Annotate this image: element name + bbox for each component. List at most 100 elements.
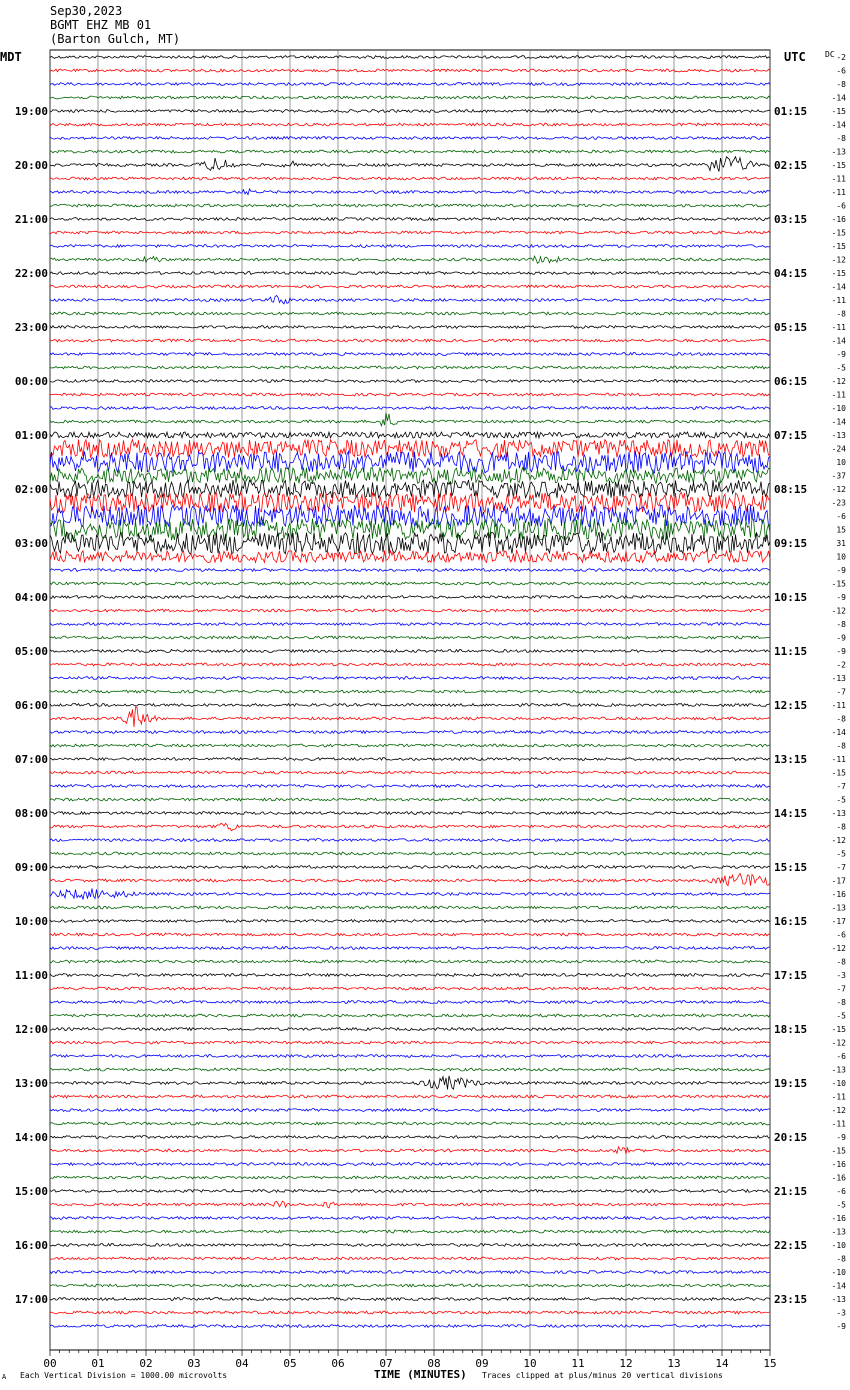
x-tick-label: 04 [235,1357,249,1370]
dc-offset-value: -6 [836,67,846,76]
dc-offset-value: -6 [836,931,846,940]
dc-offset-value: -2 [836,661,846,670]
axis-labels: 00 01 02 03 04 05 06 07 08 09 10 11 12 13 14 15 -2 -6 -8 -1… [15,53,846,1370]
dc-offset-value: -15 [832,242,847,251]
trace-line [49,243,771,249]
hour-label-local: 01:00 [15,429,48,442]
trace-line [49,872,771,887]
trace-line [49,548,771,564]
hour-label-local: 16:00 [15,1239,48,1252]
dc-offset-value: -11 [832,175,847,184]
dc-offset-value: -17 [832,917,847,926]
dc-offset-value: -12 [832,256,847,265]
dc-offset-value: 15 [836,526,846,535]
dc-offset-value: -7 [836,688,846,697]
trace-line [49,770,771,775]
trace-line [49,945,770,951]
trace-line [49,918,771,924]
trace-line [49,108,770,114]
trace-line [49,1215,771,1221]
dc-offset-value: -15 [832,580,847,589]
trace-line [49,797,771,802]
trace-line [49,1175,771,1180]
dc-offset-value: -11 [832,323,847,332]
trace-line [49,311,771,316]
trace-line [49,466,771,486]
trace-line [49,581,771,586]
dc-offset-value: -8 [836,620,846,629]
trace-line [49,365,771,370]
trace-line [49,810,771,816]
dc-offset-value: -7 [836,863,846,872]
dc-offset-value: -10 [832,1268,847,1277]
trace-line [49,1075,771,1090]
x-tick-label: 12 [619,1357,632,1370]
trace-line [49,648,771,654]
hour-label-local: 04:00 [15,591,48,604]
trace-line [50,822,771,832]
hour-label-local: 03:00 [15,537,48,550]
dc-offset-value: -6 [836,512,846,521]
dc-offset-value: -12 [832,836,847,845]
dc-offset-value: -12 [832,607,847,616]
hour-label-utc: 19:15 [774,1077,807,1090]
x-tick-label: 01 [91,1357,104,1370]
station-location: (Barton Gulch, MT) [50,32,181,46]
dc-offset-value: -9 [836,634,846,643]
trace-line [49,149,771,154]
seismic-traces [49,54,771,1329]
hour-label-utc: 16:15 [774,915,807,928]
trace-line [49,392,771,397]
hour-label-utc: 09:15 [774,537,807,550]
dc-offset-value: -5 [836,850,846,859]
clip-note: Traces clipped at plus/minus 20 vertical… [482,1371,723,1380]
dc-offset-value: -14 [832,337,847,346]
hour-label-utc: 01:15 [774,105,807,118]
trace-line [49,1310,771,1315]
x-tick-label: 08 [427,1357,440,1370]
dc-offset-value: -14 [832,283,847,292]
x-tick-label: 14 [715,1357,729,1370]
plot-header: Sep30,2023 BGMT EHZ MB 01 (Barton Gulch,… [50,4,180,46]
dc-offset-value: -9 [836,1133,846,1142]
dc-offset-value: -12 [832,485,847,494]
x-tick-label: 10 [523,1357,536,1370]
dc-offset-value: -15 [832,107,847,116]
hour-label-local: 08:00 [15,807,48,820]
hour-label-local: 10:00 [15,915,48,928]
dc-offset-value: -2 [836,53,846,62]
trace-line [49,255,771,264]
trace-line [49,1053,771,1059]
dc-offset-value: -9 [836,647,846,656]
dc-offset-value: -8 [836,80,846,89]
trace-line [49,959,771,964]
trace-line [49,491,771,514]
trace-line [49,888,771,900]
hour-label-utc: 03:15 [774,213,807,226]
trace-line [49,449,771,474]
trace-line [49,1134,771,1140]
trace-line [49,1323,771,1329]
hour-label-local: 07:00 [15,753,48,766]
time-grid [49,49,771,1356]
x-tick-label: 13 [667,1357,680,1370]
dc-offset-value: -13 [832,809,847,818]
dc-offset-value: -5 [836,796,846,805]
dc-offset-value: -13 [832,148,847,157]
dc-offset-value: -9 [836,593,846,602]
hour-label-local: 02:00 [15,483,48,496]
dc-offset-value: -15 [832,1025,847,1034]
hour-label-local: 12:00 [15,1023,48,1036]
dc-offset-value: -16 [832,1160,847,1169]
dc-offset-value: -15 [832,1147,847,1156]
trace-line [49,972,771,978]
x-tick-label: 03 [187,1357,200,1370]
dc-offset-value: -8 [836,742,846,751]
dc-offset-value: -8 [836,715,846,724]
trace-line [49,95,771,100]
hour-label-utc: 18:15 [774,1023,807,1036]
hour-label-local: 15:00 [15,1185,48,1198]
trace-line [49,986,771,991]
trace-line [49,743,771,748]
trace-line [49,176,771,181]
